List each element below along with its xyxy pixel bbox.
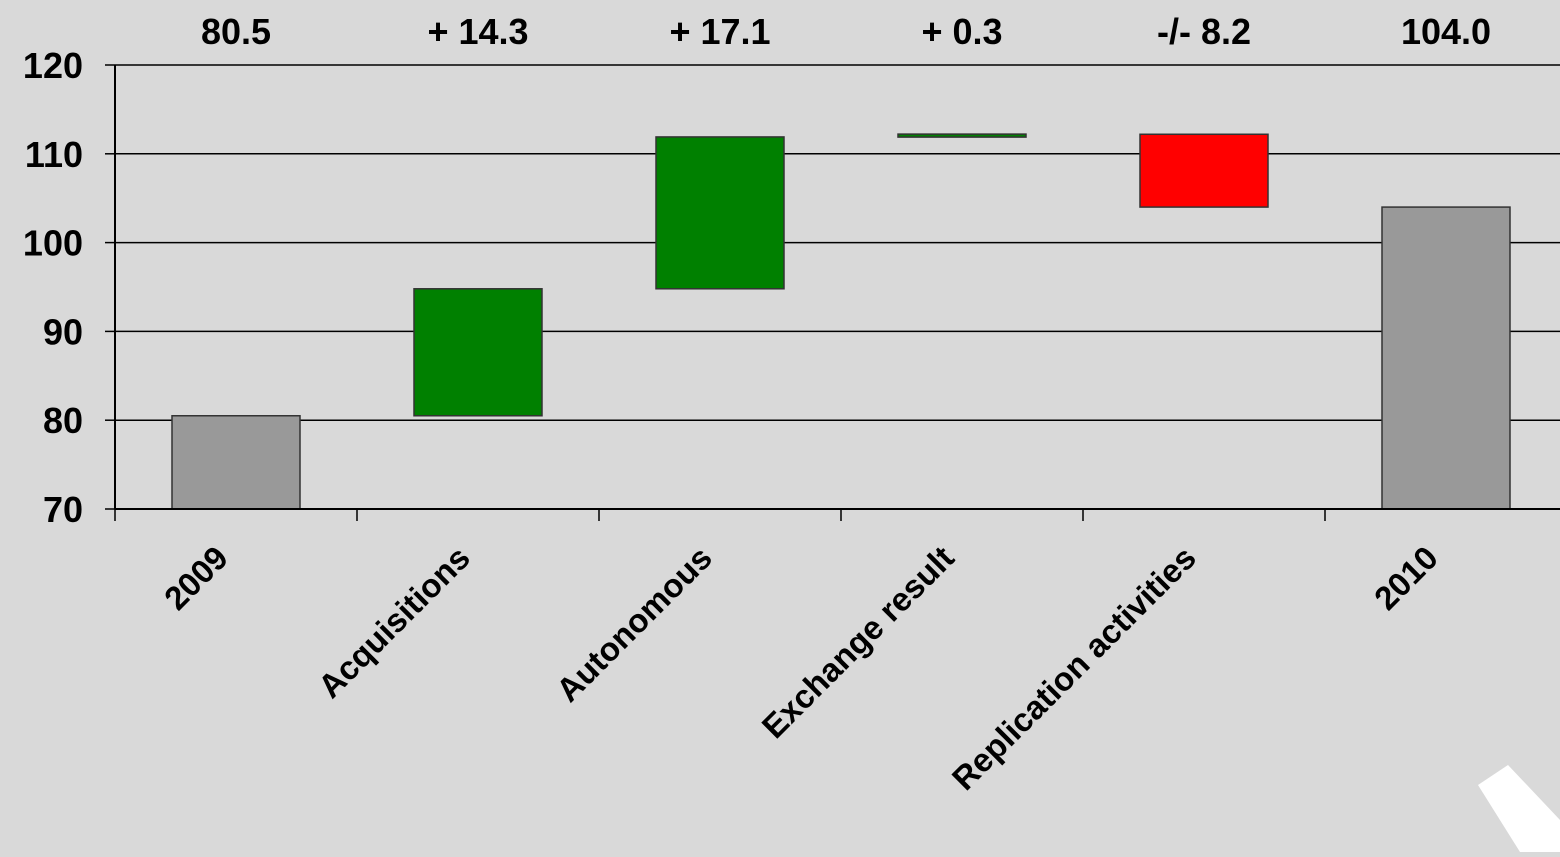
y-tick-label: 120 xyxy=(23,45,83,86)
bar-exchange-result xyxy=(897,133,1027,138)
bar-acquisitions xyxy=(413,288,543,417)
corner-decoration xyxy=(1478,765,1560,852)
y-tick-label: 90 xyxy=(43,311,83,352)
bar-2009 xyxy=(171,415,301,510)
axes xyxy=(105,64,1560,521)
bar-replication-activities xyxy=(1139,133,1269,208)
data-label: 80.5 xyxy=(201,11,271,52)
bars xyxy=(171,133,1511,510)
data-label: 104.0 xyxy=(1401,11,1491,52)
bar-2010 xyxy=(1381,206,1511,510)
data-label: + 14.3 xyxy=(427,11,528,52)
data-label: + 17.1 xyxy=(669,11,770,52)
y-tick-label: 80 xyxy=(43,400,83,441)
y-tick-label: 110 xyxy=(25,134,83,175)
y-tick-label: 100 xyxy=(23,223,83,264)
y-tick-label: 70 xyxy=(43,489,83,530)
data-label: -/- 8.2 xyxy=(1157,11,1251,52)
bar-autonomous xyxy=(655,136,785,290)
data-label: + 0.3 xyxy=(921,11,1002,52)
gridlines xyxy=(115,64,1560,421)
